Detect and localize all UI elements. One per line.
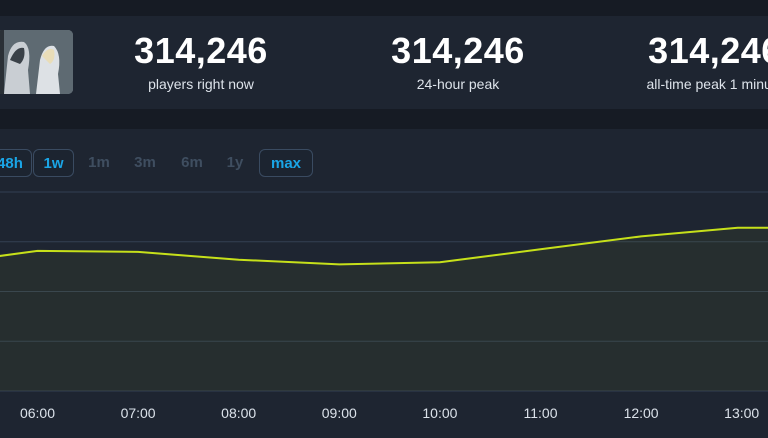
chart-area-fill [0, 227, 768, 391]
stat-24h-peak: 314,246 24-hour peak [328, 30, 588, 93]
range-3m-button[interactable]: 3m [134, 154, 156, 171]
stat-all-time-peak: 314,246 all-time peak 1 minute [585, 30, 768, 93]
stat-label: all-time peak 1 minute [646, 76, 768, 92]
stat-value: 314,246 [648, 30, 768, 71]
stat-label: players right now [148, 76, 254, 92]
stat-value: 314,246 [391, 30, 525, 71]
x-tick-label: 08:00 [221, 405, 256, 421]
range-1w-button[interactable]: 1w [33, 149, 74, 177]
range-max-button[interactable]: max [259, 149, 313, 177]
x-tick-label: 07:00 [121, 405, 156, 421]
x-tick-label: 13:00 [724, 405, 759, 421]
range-1m-button[interactable]: 1m [88, 154, 110, 171]
x-tick-label: 09:00 [322, 405, 357, 421]
chart-series-line [0, 226, 768, 266]
x-tick-label: 11:00 [524, 405, 558, 421]
range-48h-button[interactable]: 48h [0, 149, 32, 177]
range-1y-button[interactable]: 1y [226, 154, 244, 171]
stat-players-now: 314,246 players right now [71, 30, 331, 93]
stat-value: 314,246 [134, 30, 268, 71]
player-stats-bar: 314,246 players right now 314,246 24-hou… [0, 16, 768, 109]
game-cover-image[interactable] [0, 30, 73, 94]
chart-grid [0, 191, 768, 392]
chart-x-axis: 06:00 07:00 08:00 09:00 10:00 11:00 12:00 13:00 [20, 405, 759, 421]
player-chart-panel: 06:00 07:00 08:00 09:00 10:00 11:00 12:00 13:00… [0, 129, 768, 438]
range-6m-button[interactable]: 6m [181, 154, 203, 171]
x-tick-label: 06:00 [20, 405, 55, 421]
stat-label: 24-hour peak [416, 76, 500, 92]
x-tick-label: 10:00 [422, 405, 457, 421]
x-tick-label: 12:00 [624, 405, 659, 421]
game-cover-art-icon [0, 30, 73, 94]
player-count-chart: 06:00 07:00 08:00 09:00 10:00 11:00 12:00 13:00 [0, 191, 768, 421]
